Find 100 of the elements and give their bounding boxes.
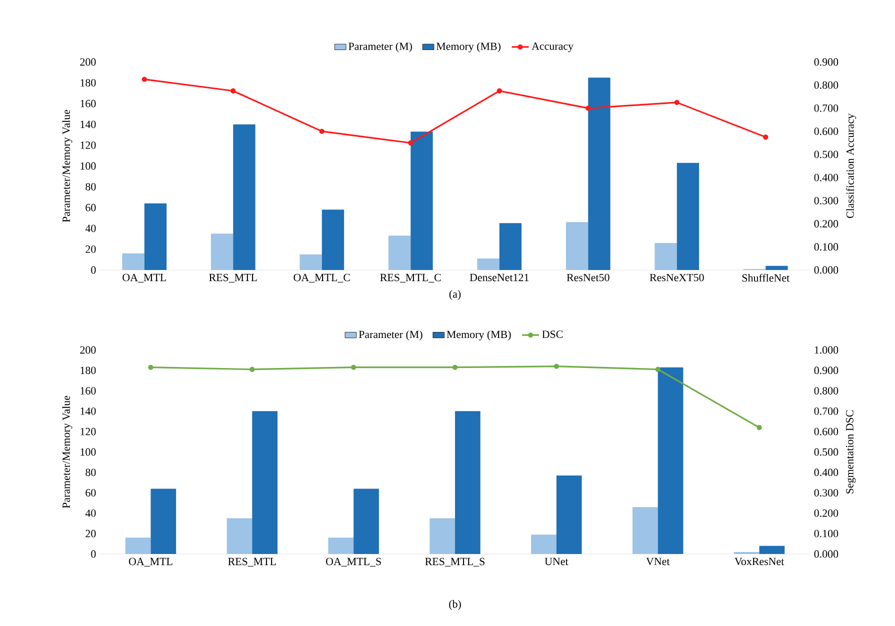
y-tick-label: 140 — [80, 120, 96, 128]
x-tick-label: RES_MTL_C — [380, 274, 441, 282]
y2-tick-label: 0.600 — [814, 128, 838, 136]
y2-tick-label: 0.700 — [814, 104, 838, 112]
bar — [233, 124, 256, 270]
y2-tick-label: 0.200 — [814, 220, 838, 228]
y-tick-label: 60 — [86, 204, 96, 212]
y2-tick-label: 0.300 — [814, 196, 838, 204]
point — [230, 88, 236, 94]
y-tick-label: 0 — [91, 550, 96, 558]
y-axis-title: Parameter/Memory Value — [62, 110, 72, 222]
point — [452, 364, 458, 370]
y2-tick-label: 0.100 — [814, 243, 838, 251]
y-tick-label: 40 — [85, 509, 96, 517]
y2-tick-label: 0.300 — [814, 489, 838, 497]
x-tick-label: ShuffleNet — [742, 274, 790, 282]
bar — [654, 242, 677, 270]
y-tick-label: 200 — [80, 58, 96, 66]
y2-tick-label: 0.900 — [814, 366, 838, 374]
bar — [658, 367, 684, 554]
bar — [556, 475, 582, 554]
point — [586, 106, 591, 111]
bar — [430, 518, 456, 554]
x-tick-label: OA_MTL — [128, 558, 172, 566]
y-tick-label: 100 — [80, 448, 96, 456]
y-tick-label: 20 — [86, 245, 96, 253]
x-tick-label: DenseNet121 — [470, 274, 529, 282]
bar — [477, 258, 500, 270]
bar — [759, 546, 785, 554]
point — [250, 366, 255, 372]
point — [763, 134, 768, 140]
y2-tick-label: 0.800 — [814, 81, 838, 89]
y-axis-title: Parameter/Memory Value — [62, 396, 72, 508]
x-tick-label: ResNet50 — [566, 274, 610, 282]
point — [408, 140, 414, 146]
y2-tick-label: 0.500 — [814, 150, 838, 158]
point — [554, 364, 560, 369]
bar — [455, 411, 480, 554]
bar — [252, 411, 278, 554]
bar — [632, 507, 658, 554]
legend-label: Parameter (M) — [358, 330, 422, 340]
y2-tick-label: 0.100 — [814, 530, 838, 538]
y-tick-label: 0 — [91, 266, 96, 274]
y-tick-label: 180 — [80, 79, 96, 86]
bar — [676, 162, 700, 270]
y2-tick-label: 0.500 — [814, 448, 838, 456]
bar — [499, 223, 522, 270]
x-tick-label: UNet — [544, 558, 568, 566]
bar — [410, 132, 433, 270]
text: (a) — [449, 290, 461, 300]
bar — [328, 538, 354, 554]
y2-tick-label: 0.000 — [814, 266, 838, 274]
bar — [210, 234, 234, 270]
y2-tick-label: 1.000 — [814, 346, 838, 354]
bar — [566, 222, 588, 270]
x-tick-label: VNet — [646, 558, 670, 566]
y2-tick-label: 0.000 — [814, 550, 838, 558]
y2-tick-label: 0.900 — [814, 58, 838, 66]
y-tick-label: 80 — [86, 183, 96, 190]
legend-label: Accuracy — [532, 42, 574, 52]
bar — [531, 534, 556, 554]
y-tick-label: 100 — [80, 162, 96, 170]
y-tick-label: 200 — [80, 346, 96, 354]
legend-label: Parameter (M) — [348, 42, 412, 52]
legend-label: Memory (MB) — [446, 330, 511, 340]
bar — [322, 210, 344, 270]
text: (b) — [449, 600, 461, 610]
y2-tick-label: 0.400 — [814, 468, 838, 476]
bar — [150, 488, 176, 554]
y-tick-label: 180 — [80, 366, 96, 374]
point — [674, 100, 680, 106]
bar — [122, 253, 144, 270]
point — [319, 128, 324, 134]
y2-tick-label: 0.600 — [814, 428, 838, 436]
x-tick-label: RES_MTL_S — [425, 558, 484, 566]
x-tick-label: RES_MTL — [228, 558, 276, 566]
point — [655, 366, 660, 372]
bar — [125, 538, 151, 554]
point — [756, 424, 762, 430]
x-tick-label: OA_MTL_S — [326, 558, 381, 566]
y-tick-label: 40 — [85, 224, 96, 232]
x-tick-label: OA_MTL_C — [294, 274, 350, 282]
y-tick-label: 140 — [80, 407, 96, 415]
y-tick-label: 60 — [86, 489, 96, 496]
y2-tick-label: 0.800 — [814, 387, 838, 395]
y-tick-label: 20 — [86, 530, 96, 538]
point — [350, 364, 356, 370]
y-tick-label: 120 — [80, 141, 96, 149]
x-tick-label: VoxResNet — [734, 558, 784, 566]
y2-tick-label: 0.700 — [814, 407, 838, 415]
y-tick-label: 160 — [80, 100, 96, 108]
y2-tick-label: 0.400 — [814, 174, 838, 182]
y-tick-label: 120 — [80, 428, 96, 436]
point — [142, 76, 147, 82]
y-tick-label: 160 — [80, 387, 96, 394]
bar — [588, 78, 610, 270]
point — [496, 88, 502, 94]
x-tick-label: RES_MTL — [209, 274, 257, 282]
bar — [226, 518, 252, 554]
y2-axis-title: Segmentation DSC — [846, 410, 856, 494]
